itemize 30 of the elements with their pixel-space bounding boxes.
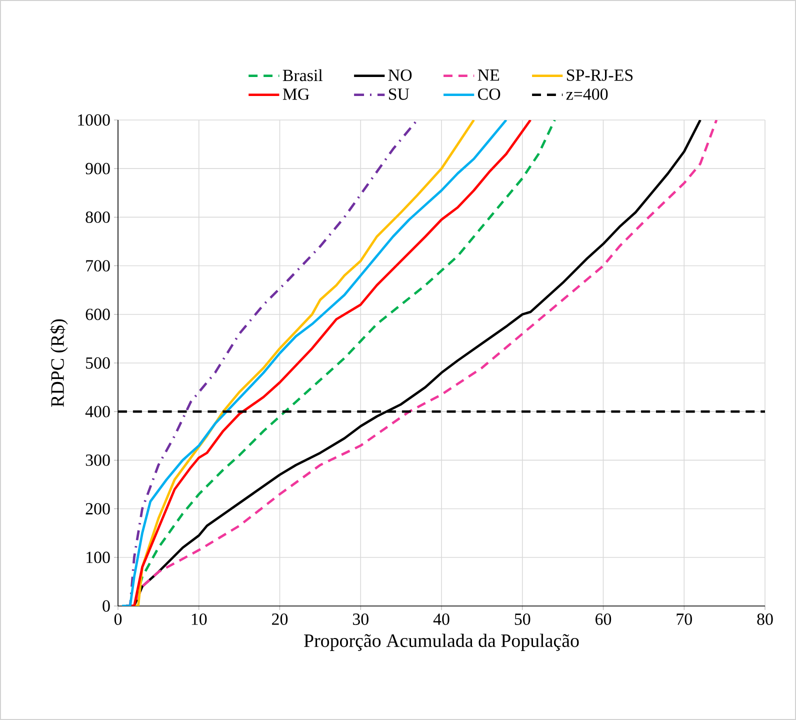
x-tick-label: 70 bbox=[676, 614, 692, 625]
x-tick-label: 40 bbox=[433, 614, 450, 625]
x-tick-label: 10 bbox=[192, 614, 207, 625]
x-tick-label: 60 bbox=[596, 614, 612, 625]
y-tick-label: 900 bbox=[86, 162, 110, 174]
legend-label: z=400 bbox=[566, 88, 608, 100]
x-tick-label: 0 bbox=[114, 614, 122, 625]
y-axis-title: RDPC (R$) bbox=[50, 319, 68, 407]
y-tick-label: 700 bbox=[86, 260, 110, 272]
legend-label: MG bbox=[282, 88, 310, 100]
x-tick-label: 80 bbox=[757, 614, 773, 625]
x-tick-label: 20 bbox=[272, 614, 288, 625]
y-tick-label: 200 bbox=[86, 503, 110, 515]
y-tick-label: 600 bbox=[86, 308, 110, 320]
legend-label: SP-RJ-ES bbox=[566, 69, 633, 81]
legend-label: SU bbox=[389, 88, 410, 100]
y-tick-label: 100 bbox=[86, 552, 110, 564]
x-axis-title: Proporção Acumulada da População bbox=[304, 634, 579, 651]
y-tick-label: 400 bbox=[85, 406, 110, 418]
legend-label: CO bbox=[478, 88, 500, 100]
y-tick-label: 1000 bbox=[78, 114, 110, 126]
y-tick-label: 800 bbox=[86, 211, 110, 223]
x-tick-label: 50 bbox=[514, 614, 530, 625]
y-tick-label: 0 bbox=[102, 600, 110, 612]
x-tick-label: 30 bbox=[352, 614, 368, 625]
y-tick-label: 300 bbox=[86, 454, 110, 466]
legend-label: Brasil bbox=[282, 69, 323, 82]
legend-label: NO bbox=[388, 69, 412, 81]
y-tick-label: 500 bbox=[86, 357, 110, 369]
legend-label: NE bbox=[478, 70, 500, 81]
